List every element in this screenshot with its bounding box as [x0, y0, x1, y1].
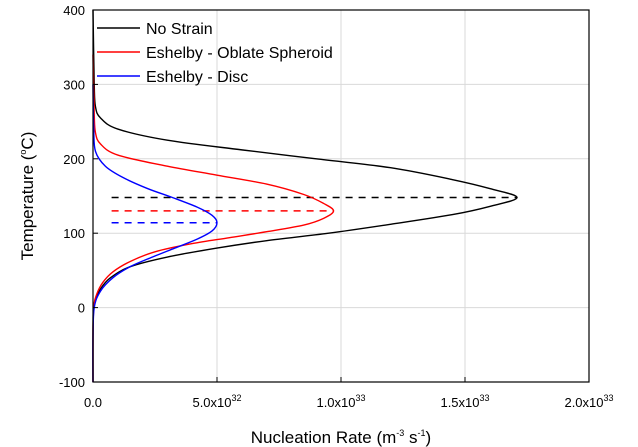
reference-lines: [111, 196, 518, 224]
y-tick-label: -100: [59, 375, 85, 390]
y-tick-label: 0: [78, 301, 85, 316]
series-lines: [92, 9, 518, 383]
y-tick-label: 100: [63, 226, 85, 241]
x-tick-label: 1.0x1033: [316, 393, 365, 410]
y-tick-label: 400: [63, 3, 85, 18]
legend: No Strain Eshelby - Oblate Spheroid Eshelb…: [97, 21, 333, 86]
legend-label: Eshelby - Oblate Spheroid: [146, 45, 333, 62]
x-tick-label: 5.0x1032: [192, 393, 241, 410]
series-line-0: [92, 9, 518, 383]
x-axis-title: Nucleation Rate (m-3 s-1): [251, 428, 431, 447]
y-axis-title: Temperature (oC): [18, 132, 37, 261]
y-tick-label: 200: [63, 152, 85, 167]
grid: [93, 10, 589, 382]
x-tick-label: 1.5x1033: [440, 393, 489, 410]
x-tick-label: 2.0x1033: [564, 393, 613, 410]
axis-ticks: 0.0 5.0x1032 1.0x1033 1.5x1033 2.0x1033 -100 0…: [59, 3, 614, 410]
series-line-2: [92, 84, 218, 383]
series-line-1: [92, 54, 335, 383]
x-tick-label: 0.0: [84, 395, 102, 410]
y-tick-label: 300: [63, 77, 85, 92]
legend-label: Eshelby - Disc: [146, 69, 248, 86]
legend-label: No Strain: [146, 21, 213, 38]
